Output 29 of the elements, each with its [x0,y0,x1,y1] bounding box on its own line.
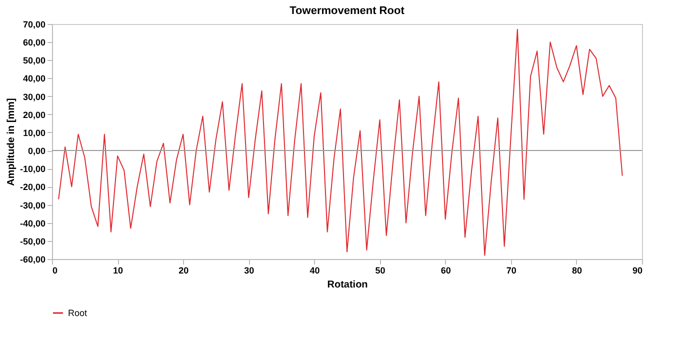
y-tick-label: -50,00 [20,236,46,246]
y-tick-label: -60,00 [20,254,46,264]
y-tick-label: 10,00 [22,128,46,138]
x-tick-label: 30 [244,266,254,276]
y-tick-label: 20,00 [22,110,46,120]
x-tick-label: 20 [178,266,189,276]
y-axis-title: Amplitude in [mm] [6,98,17,186]
x-tick-label: 40 [310,266,320,276]
x-tick-label: 60 [440,266,451,276]
y-tick-label: -40,00 [20,218,46,228]
x-tick-label: 50 [375,266,386,276]
legend-label: Root [68,308,88,318]
y-tick-label: -30,00 [20,200,46,210]
x-tick-label: 70 [506,266,516,276]
x-tick-label: 90 [632,266,642,276]
y-tick-label: -10,00 [20,164,46,174]
y-tick-label: 30,00 [22,92,46,102]
y-tick-label: 50,00 [22,56,46,66]
x-tick-label: 10 [113,266,124,276]
x-tick-label: 0 [52,266,58,276]
line-series [58,28,623,256]
chart-title: Towermovement Root [290,5,405,17]
y-tick-label: -20,00 [20,182,46,192]
x-axis-title: Rotation [327,280,368,290]
y-tick-label: 70,00 [22,20,46,30]
y-tick-label: 0,00 [28,146,46,156]
y-tick-label: 40,00 [22,74,46,84]
x-tick-label: 80 [572,266,582,276]
y-tick-label: 60,00 [22,38,46,48]
